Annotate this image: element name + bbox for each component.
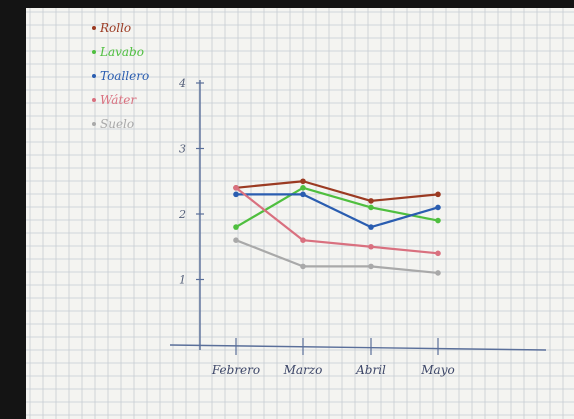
data-point — [233, 237, 239, 243]
data-point — [368, 204, 374, 211]
data-point — [435, 204, 441, 211]
legend-label: Toallero — [100, 69, 149, 83]
data-point — [300, 185, 306, 191]
paper-sheet — [26, 8, 574, 419]
data-point — [300, 191, 306, 198]
y-tick-label: 4 — [178, 77, 186, 90]
data-point — [435, 270, 441, 276]
data-point — [368, 224, 374, 230]
y-tick-label: 3 — [179, 143, 186, 156]
x-axis — [169, 344, 547, 351]
data-point — [300, 237, 306, 243]
legend-bullet — [92, 98, 96, 102]
legend: Rollo Lavabo Toallero Wáter Suelo — [92, 21, 149, 131]
data-point — [233, 224, 239, 230]
x-tick-label: Marzo — [283, 363, 323, 377]
data-point — [435, 191, 441, 198]
data-point — [300, 263, 306, 270]
legend-bullet — [92, 122, 96, 126]
x-tick-label: Mayo — [420, 363, 454, 377]
data-point — [368, 263, 374, 270]
data-point — [368, 198, 374, 204]
axes — [169, 80, 547, 351]
legend-bullet — [92, 26, 96, 30]
legend-bullet — [92, 50, 96, 54]
data-point — [435, 250, 441, 257]
x-tick-label: Febrero — [211, 363, 260, 377]
data-point — [233, 185, 239, 191]
tick-labels: 1 2 3 4 Febrero Marzo Abril Mayo — [178, 77, 455, 377]
data-point — [368, 243, 374, 250]
y-tick-label: 1 — [179, 274, 186, 287]
series-line — [234, 193, 440, 229]
series-line — [234, 239, 440, 275]
x-tick-label: Abril — [355, 363, 386, 377]
series-line — [234, 186, 440, 255]
series-line — [234, 186, 440, 229]
legend-label: Wáter — [100, 93, 137, 107]
data-point — [435, 217, 441, 224]
data-point — [233, 191, 239, 198]
legend-bullet — [92, 74, 96, 78]
y-tick-label: 2 — [178, 208, 186, 221]
data-point — [300, 178, 306, 185]
legend-label: Suelo — [100, 117, 134, 131]
series-layer — [233, 178, 441, 276]
legend-label: Rollo — [99, 21, 131, 35]
legend-label: Lavabo — [99, 45, 144, 59]
series-line — [234, 180, 440, 202]
